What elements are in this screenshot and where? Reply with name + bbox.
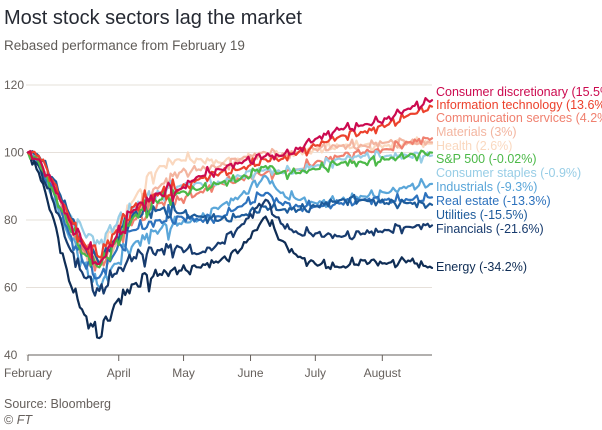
series-label-real-estate: Real estate (-13.3%) [436,194,551,208]
brand-line: © FT [4,413,32,427]
series-line-information-technology [26,104,434,259]
x-tick-label-may: May [172,366,195,380]
series-label-communication-services: Communication services (4.2%) [436,111,602,125]
series-label-health: Health (2.6%) [436,139,512,153]
x-tick-label-august: August [364,366,402,380]
series-label-s-p: S&P 500 (-0.02%) [436,152,537,166]
series-line-energy [26,151,434,340]
y-tick-label-100: 100 [4,146,24,160]
y-tick-label-60: 60 [4,281,18,295]
source-note: Source: Bloomberg [4,397,112,411]
series-label-utilities: Utilities (-15.5%) [436,208,528,222]
chart-subtitle: Rebased performance from February 19 [4,38,245,53]
series-line-consumer-discretionary [26,97,434,266]
x-tick-label-june: June [238,366,264,380]
y-tick-label-40: 40 [4,348,18,362]
series-label-financials: Financials (-21.6%) [436,222,544,236]
y-tick-label-120: 120 [4,78,24,92]
x-tick-label-april: April [107,366,131,380]
series-label-consumer-discretionary: Consumer discretionary (15.5%) [436,85,602,99]
series-label-information-technology: Information technology (13.6%) [436,98,602,112]
y-tick-label-80: 80 [4,213,18,227]
copyright-symbol: © [4,413,14,427]
series-label-industrials: Industrials (-9.3%) [436,180,537,194]
x-tick-label-july: July [305,366,326,380]
series-line-industrials [26,151,434,289]
chart-title: Most stock sectors lag the market [4,7,302,29]
x-tick-label-february: February [4,366,52,380]
series-line-utilities [26,150,434,268]
series-label-energy: Energy (-34.2%) [436,260,527,274]
series-label-materials: Materials (3%) [436,125,517,139]
series-line-financials [26,151,434,297]
ft-logo: FT [16,413,32,427]
series-label-consumer-staples: Consumer staples (-0.9%) [436,166,581,180]
